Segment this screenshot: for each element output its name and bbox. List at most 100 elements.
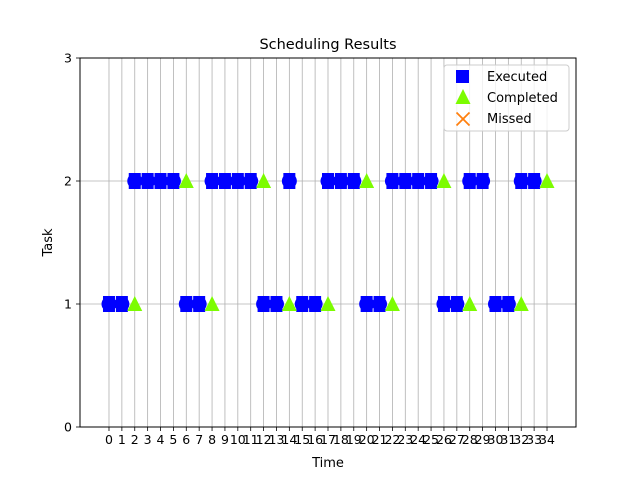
x-axis-ticks: 0 1 2 3 4 5 6 7 8 9 101112131415161718192021222324… <box>105 427 555 447</box>
executed-marker-cap <box>178 296 194 312</box>
executed-marker-cap <box>410 173 426 189</box>
y-axis-ticks: 0 1 2 3 <box>64 51 80 435</box>
x-tick-label: 32 <box>513 432 529 447</box>
executed-marker-cap <box>217 173 233 189</box>
executed-marker-cap <box>384 173 400 189</box>
x-tick-label: 23 <box>397 432 413 447</box>
x-tick-label: 1 <box>118 432 126 447</box>
x-tick-label: 31 <box>500 432 516 447</box>
executed-marker-cap <box>423 173 439 189</box>
legend-missed-marker <box>455 111 471 127</box>
executed-marker-cap <box>140 173 156 189</box>
x-tick-label: 29 <box>475 432 491 447</box>
executed-marker-cap <box>191 296 207 312</box>
x-tick-label: 14 <box>281 432 297 447</box>
completed-marker <box>256 173 272 188</box>
executed-marker-cap <box>114 296 130 312</box>
x-tick-label: 12 <box>256 432 272 447</box>
executed-marker-cap <box>500 296 516 312</box>
x-tick-label: 7 <box>195 432 203 447</box>
executed-marker-cap <box>475 173 491 189</box>
legend-completed-marker <box>455 89 471 104</box>
chart-title: Scheduling Results <box>259 37 396 53</box>
executed-marker-cap <box>436 296 452 312</box>
x-tick-label: 6 <box>182 432 190 447</box>
x-tick-label: 30 <box>488 432 504 447</box>
executed-marker-cap <box>526 173 542 189</box>
x-tick-label: 4 <box>157 432 165 447</box>
x-tick-label: 24 <box>410 432 426 447</box>
executed-marker-cap <box>462 173 478 189</box>
executed-series <box>101 173 542 312</box>
x-tick-label: 9 <box>221 432 229 447</box>
executed-marker-cap <box>513 173 529 189</box>
completed-marker <box>436 173 452 188</box>
executed-marker-cap <box>165 173 181 189</box>
y-tick-label: 3 <box>64 51 72 66</box>
y-tick-label: 0 <box>64 420 72 435</box>
x-tick-label: 28 <box>462 432 478 447</box>
x-tick-label: 13 <box>269 432 285 447</box>
executed-marker-cap <box>204 173 220 189</box>
x-tick-label: 10 <box>230 432 246 447</box>
x-tick-label: 8 <box>208 432 216 447</box>
x-tick-label: 15 <box>294 432 310 447</box>
completed-marker <box>281 296 297 311</box>
y-axis-label: Task <box>41 228 56 258</box>
completed-marker <box>320 296 336 311</box>
legend-completed-label: Completed <box>487 91 558 106</box>
executed-marker-cap <box>281 173 297 189</box>
completed-marker <box>513 296 529 311</box>
x-tick-label: 26 <box>436 432 452 447</box>
legend-executed-marker <box>456 70 469 83</box>
x-tick-label: 16 <box>307 432 323 447</box>
executed-marker-cap <box>346 173 362 189</box>
x-tick-label: 3 <box>144 432 152 447</box>
x-tick-label: 27 <box>449 432 465 447</box>
x-tick-label: 11 <box>243 432 259 447</box>
y-tick-label: 2 <box>64 174 72 189</box>
completed-marker <box>539 173 555 188</box>
x-tick-label: 5 <box>169 432 177 447</box>
executed-marker-cap <box>333 173 349 189</box>
x-tick-label: 20 <box>359 432 375 447</box>
completed-marker <box>178 173 194 188</box>
executed-marker-cap <box>372 296 388 312</box>
completed-marker <box>204 296 220 311</box>
legend-executed-label: Executed <box>487 70 547 85</box>
executed-marker-cap <box>487 296 503 312</box>
executed-marker-cap <box>359 296 375 312</box>
completed-marker <box>359 173 375 188</box>
executed-marker-cap <box>127 173 143 189</box>
executed-marker-cap <box>397 173 413 189</box>
x-tick-label: 34 <box>539 432 555 447</box>
y-tick-label: 1 <box>64 297 72 312</box>
executed-marker-cap <box>153 173 169 189</box>
executed-marker-cap <box>449 296 465 312</box>
completed-marker <box>127 296 143 311</box>
executed-marker-cap <box>230 173 246 189</box>
executed-marker-cap <box>243 173 259 189</box>
x-tick-label: 25 <box>423 432 439 447</box>
x-tick-label: 22 <box>384 432 400 447</box>
executed-marker-cap <box>268 296 284 312</box>
x-tick-label: 0 <box>105 432 113 447</box>
x-tick-label: 18 <box>333 432 349 447</box>
legend-missed-label: Missed <box>487 112 532 127</box>
executed-marker-cap <box>307 296 323 312</box>
x-tick-label: 2 <box>131 432 139 447</box>
executed-marker-cap <box>256 296 272 312</box>
executed-marker-cap <box>294 296 310 312</box>
completed-series <box>127 173 555 311</box>
legend-box <box>443 64 570 132</box>
x-tick-label: 33 <box>526 432 542 447</box>
executed-marker-cap <box>320 173 336 189</box>
executed-marker-cap <box>101 296 117 312</box>
x-tick-label: 19 <box>346 432 362 447</box>
completed-marker <box>462 296 478 311</box>
x-tick-label: 17 <box>320 432 336 447</box>
completed-marker <box>384 296 400 311</box>
x-tick-label: 21 <box>372 432 388 447</box>
legend: Executed Completed Missed <box>443 64 570 132</box>
